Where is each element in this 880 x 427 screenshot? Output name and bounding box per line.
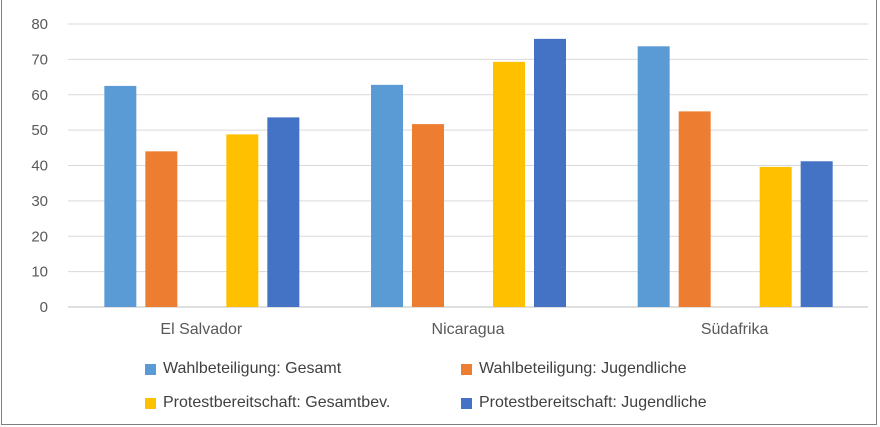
y-tick-label: 50 [31, 122, 48, 139]
legend-item-protest-jugend: Protestbereitschaft: Jugendliche [461, 394, 707, 412]
y-tick-label: 30 [31, 193, 48, 210]
legend-label: Protestbereitschaft: Jugendliche [479, 394, 707, 411]
y-tick-label: 70 [31, 51, 48, 68]
legend-item-protest-gesamt: Protestbereitschaft: Gesamtbev. [145, 394, 390, 412]
bar [637, 46, 670, 307]
bar [371, 84, 403, 307]
legend-swatch [461, 397, 472, 409]
legend-swatch [145, 397, 156, 409]
bar [104, 85, 137, 307]
bar [267, 117, 300, 307]
y-tick-label: 20 [31, 228, 48, 245]
x-category-label: Nicaragua [432, 321, 505, 338]
legend-item-wahl-gesamt: Wahlbeteiligung: Gesamt [145, 360, 341, 378]
legend-item-wahl-jugend: Wahlbeteiligung: Jugendliche [461, 360, 687, 378]
bar [145, 151, 178, 307]
bars [104, 38, 833, 308]
y-tick-label: 0 [40, 299, 48, 316]
x-axis-category-labels: El Salvador Nicaragua Südafrika [160, 321, 768, 338]
bar [226, 134, 259, 307]
y-axis-tick-labels: 0 10 20 30 40 50 60 70 80 [31, 16, 48, 316]
y-tick-label: 10 [31, 264, 48, 281]
bar [493, 61, 525, 307]
y-tick-label: 40 [31, 158, 48, 175]
x-category-label: El Salvador [160, 321, 242, 338]
x-category-label: Südafrika [701, 321, 769, 338]
y-tick-label: 80 [31, 16, 48, 33]
legend-label: Wahlbeteiligung: Gesamt [163, 360, 342, 377]
legend: Wahlbeteiligung: Gesamt Wahlbeteiligung:… [0, 350, 880, 420]
legend-swatch [461, 363, 472, 375]
bar [800, 161, 833, 307]
legend-label: Protestbereitschaft: Gesamtbev. [163, 394, 391, 411]
y-tick-label: 60 [31, 87, 48, 104]
bar [534, 38, 566, 308]
gridlines [68, 23, 868, 308]
bar-chart: 0 10 20 30 40 50 60 70 80 El Salvador Nicaragua Sü… [31, 16, 868, 338]
bar [412, 124, 444, 307]
bar [759, 166, 792, 307]
legend-swatch [145, 363, 156, 375]
bar [678, 111, 711, 307]
legend-label: Wahlbeteiligung: Jugendliche [479, 360, 687, 377]
